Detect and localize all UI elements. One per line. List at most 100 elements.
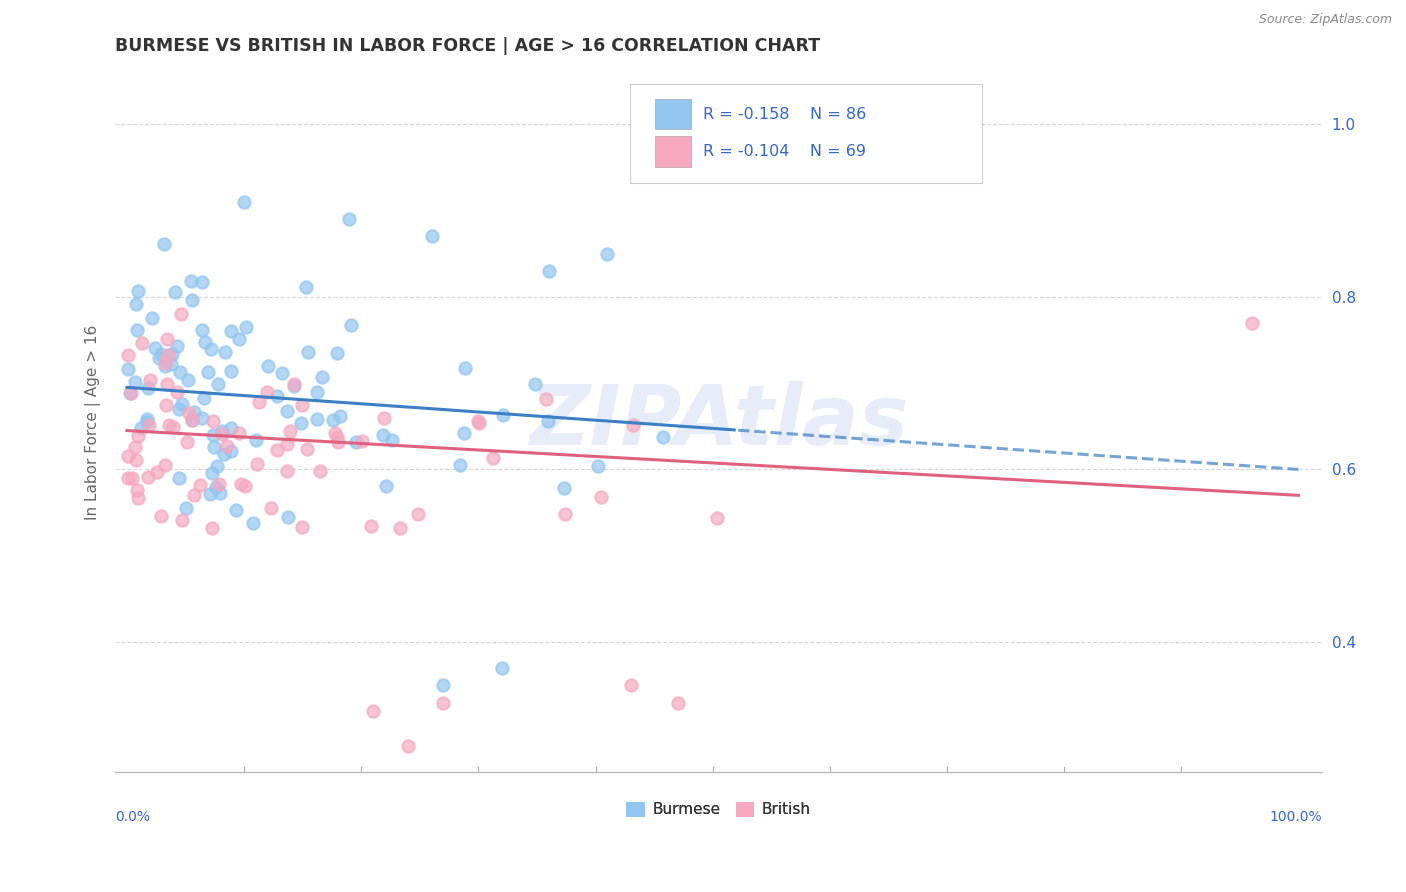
Point: [339, 211, 361, 226]
Point: [271, 366, 294, 380]
Point: [467, 414, 489, 428]
Point: [124, 375, 146, 389]
Point: [141, 311, 163, 326]
Point: [148, 351, 170, 365]
Point: [153, 356, 176, 370]
Point: [181, 413, 204, 427]
Point: [554, 508, 576, 522]
Point: [166, 339, 188, 353]
Point: [309, 464, 332, 478]
Y-axis label: In Labor Force | Age > 16: In Labor Force | Age > 16: [86, 325, 101, 519]
Point: [121, 471, 143, 485]
Point: [706, 510, 728, 524]
Point: [276, 464, 298, 478]
Text: 100.0%: 100.0%: [1270, 810, 1322, 824]
Point: [290, 416, 312, 430]
Point: [468, 416, 491, 430]
Point: [215, 439, 238, 453]
Point: [149, 347, 172, 361]
Point: [432, 678, 454, 692]
Point: [125, 453, 148, 467]
Point: [294, 279, 316, 293]
Point: [352, 434, 374, 448]
Point: [191, 275, 214, 289]
Point: [329, 409, 352, 423]
Point: [156, 376, 179, 391]
Text: 0.0%: 0.0%: [115, 810, 150, 824]
Point: [201, 521, 224, 535]
Point: [127, 428, 149, 442]
Point: [202, 413, 225, 427]
Point: [492, 408, 515, 422]
Point: [194, 335, 217, 350]
Point: [181, 293, 204, 307]
Point: [167, 401, 190, 416]
Point: [205, 459, 228, 474]
Point: [120, 385, 142, 400]
Point: [328, 435, 350, 450]
Point: [170, 307, 193, 321]
Point: [167, 470, 190, 484]
Point: [596, 246, 619, 260]
Point: [323, 426, 346, 441]
Text: R = -0.104    N = 69: R = -0.104 N = 69: [703, 144, 866, 159]
Point: [291, 519, 314, 533]
Point: [295, 442, 318, 457]
Point: [260, 500, 283, 515]
Point: [256, 384, 278, 399]
Point: [117, 362, 139, 376]
Text: R = -0.158    N = 86: R = -0.158 N = 86: [703, 107, 866, 121]
Text: Source: ZipAtlas.com: Source: ZipAtlas.com: [1258, 13, 1392, 27]
Point: [170, 397, 193, 411]
Point: [278, 424, 301, 438]
Point: [152, 236, 174, 251]
Point: [145, 465, 167, 479]
Point: [181, 413, 204, 427]
Point: [242, 516, 264, 530]
Point: [200, 487, 222, 501]
Point: [537, 413, 560, 427]
Point: [138, 417, 160, 432]
Point: [180, 274, 202, 288]
Point: [381, 434, 404, 448]
Point: [200, 343, 222, 357]
Point: [127, 323, 149, 337]
Point: [266, 389, 288, 403]
Point: [211, 427, 233, 442]
Point: [160, 357, 183, 371]
Point: [163, 285, 186, 299]
Point: [191, 411, 214, 425]
Point: [297, 345, 319, 359]
Point: [420, 229, 443, 244]
Point: [121, 386, 143, 401]
Point: [136, 470, 159, 484]
Point: [202, 428, 225, 442]
Point: [228, 332, 250, 346]
Point: [208, 476, 231, 491]
Point: [235, 320, 257, 334]
FancyBboxPatch shape: [655, 136, 690, 167]
Point: [156, 348, 179, 362]
Text: BURMESE VS BRITISH IN LABOR FORCE | AGE > 16 CORRELATION CHART: BURMESE VS BRITISH IN LABOR FORCE | AGE …: [115, 37, 820, 55]
Point: [183, 404, 205, 418]
Point: [169, 365, 191, 379]
Point: [157, 417, 180, 432]
Point: [276, 437, 298, 451]
Point: [339, 318, 361, 332]
Point: [652, 430, 675, 444]
Point: [125, 297, 148, 311]
Point: [153, 359, 176, 373]
Point: [361, 704, 384, 718]
Point: [136, 412, 159, 426]
Point: [553, 481, 575, 495]
Point: [666, 696, 689, 710]
Point: [307, 412, 329, 426]
Point: [131, 336, 153, 351]
Point: [219, 364, 242, 378]
Point: [389, 520, 412, 534]
Point: [201, 467, 224, 481]
Point: [621, 417, 644, 432]
Point: [219, 324, 242, 338]
Point: [188, 477, 211, 491]
Point: [591, 490, 613, 504]
